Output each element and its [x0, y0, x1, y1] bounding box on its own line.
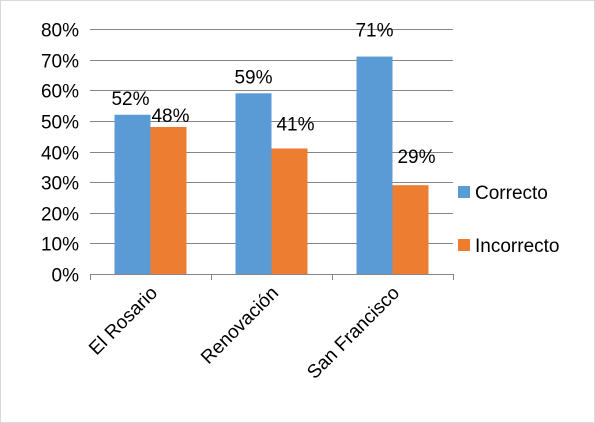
y-tick-label-30: 30%: [41, 174, 79, 195]
y-tick-label-10: 10%: [41, 235, 79, 256]
y-tick-label-0: 0%: [52, 266, 80, 287]
y-tick-label-20: 20%: [41, 205, 79, 226]
data-label-incorrecto-san-francisco: 29%: [397, 147, 435, 168]
y-axis-ticks: 0% 10% 20% 30% 40% 50% 60% 70% 80%: [41, 21, 79, 287]
legend-label-correcto: Correcto: [475, 183, 548, 204]
bar-correcto-renovacion: [235, 93, 272, 274]
data-labels: 52%48% 59% 41% 71% 29%: [111, 21, 435, 169]
category-label-renovacion: Renovación: [197, 283, 283, 369]
bars: [114, 56, 429, 274]
category-label-san-francisco: San Francisco: [303, 283, 404, 384]
data-label-incorrecto-el-rosario: 48%: [151, 106, 189, 127]
category-label-el-rosario: El Rosario: [85, 283, 162, 360]
bar-correcto-el-rosario: [114, 114, 151, 274]
y-tick-label-50: 50%: [41, 113, 79, 134]
data-label-correcto-renovacion: 59%: [234, 67, 272, 88]
legend: Correcto Incorrecto: [458, 183, 559, 257]
category-labels: El Rosario Renovación San Francisco: [85, 283, 404, 384]
y-tick-label-40: 40%: [41, 144, 79, 165]
bar-incorrecto-san-francisco: [392, 185, 429, 274]
data-label-incorrecto-renovacion: 41%: [276, 114, 314, 135]
bar-incorrecto-renovacion: [271, 148, 308, 274]
y-tick-label-80: 80%: [41, 21, 79, 42]
bar-correcto-san-francisco: [356, 56, 393, 274]
y-tick-label-70: 70%: [41, 52, 79, 73]
legend-swatch-incorrecto: [458, 239, 470, 251]
data-label-correcto-el-rosario: 52%: [111, 89, 149, 110]
data-label-correcto-san-francisco: 71%: [355, 21, 393, 42]
y-tick-label-60: 60%: [41, 82, 79, 103]
bar-incorrecto-el-rosario: [150, 127, 187, 274]
x-axis: [90, 274, 454, 280]
legend-label-incorrecto: Incorrecto: [475, 236, 559, 257]
legend-swatch-correcto: [458, 186, 470, 198]
